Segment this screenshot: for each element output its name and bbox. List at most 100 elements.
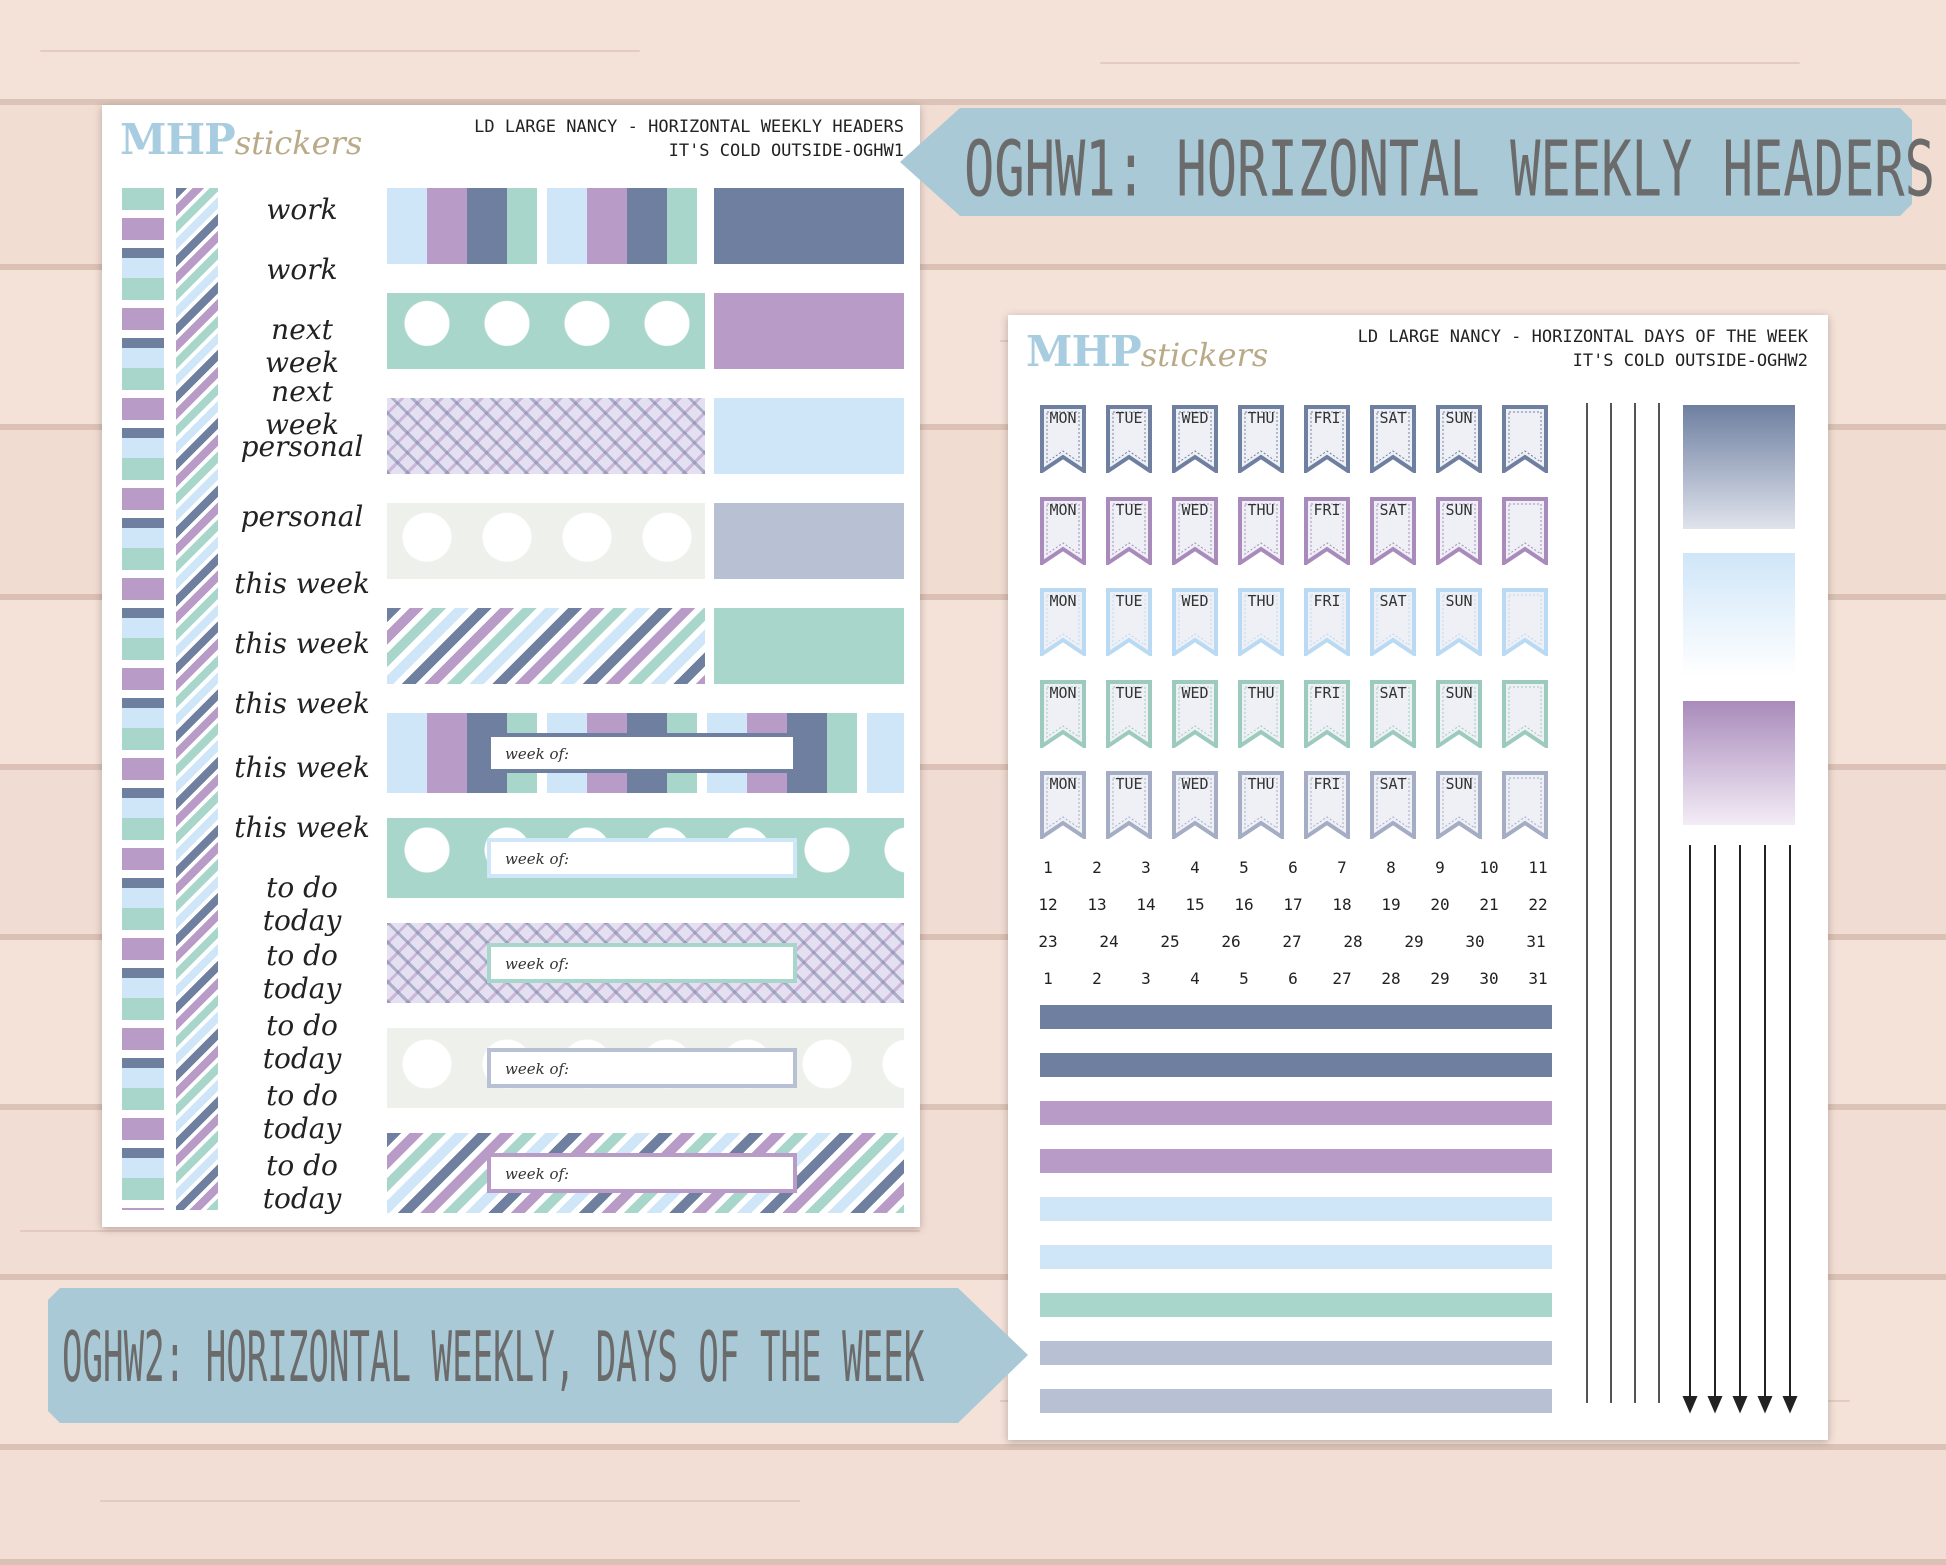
day-flag-sat: SAT [1370, 771, 1416, 839]
date-number: 3 [1141, 858, 1151, 877]
date-number: 30 [1465, 932, 1485, 951]
day-flag-wed: WED [1172, 405, 1218, 473]
week-of-label: week of: [487, 733, 797, 773]
date-number: 1 [1043, 969, 1053, 988]
day-flag-tue: TUE [1106, 680, 1152, 748]
color-stripe [1040, 1341, 1552, 1365]
day-flag-mon: MON [1040, 497, 1086, 565]
script-label: personal [240, 500, 364, 533]
script-label: work [266, 193, 338, 226]
mitten-washi-strip [122, 188, 164, 1210]
day-flag-thu: THU [1238, 405, 1284, 473]
date-number: 21 [1479, 895, 1499, 914]
script-label: work [266, 253, 338, 286]
week-of-header-sketch: week of: [387, 1028, 904, 1108]
tag-label: OGHW1: HORIZONTAL WEEKLY HEADERS [964, 124, 1935, 215]
script-label: to do today [262, 1009, 342, 1075]
date-number: 19 [1381, 895, 1401, 914]
week-of-header-plaid: week of: [387, 923, 904, 1003]
gradient-block-blue [1683, 553, 1795, 677]
mhp-logo: MHPstickers [120, 115, 363, 164]
week-of-header-bears: week of: [387, 818, 904, 898]
date-number: 10 [1479, 858, 1499, 877]
date-number: 15 [1185, 895, 1205, 914]
day-flag-sun: SUN [1436, 405, 1482, 473]
day-flag-blank [1502, 497, 1548, 565]
day-flag-sun: SUN [1436, 680, 1482, 748]
date-number: 9 [1435, 858, 1445, 877]
date-number: 1 [1043, 858, 1053, 877]
date-number: 6 [1288, 969, 1298, 988]
day-flag-fri: FRI [1304, 588, 1350, 656]
date-number: 28 [1343, 932, 1363, 951]
date-number: 20 [1430, 895, 1450, 914]
day-flag-fri: FRI [1304, 680, 1350, 748]
date-number: 6 [1288, 858, 1298, 877]
color-stripe [1040, 1245, 1552, 1269]
date-number: 7 [1337, 858, 1347, 877]
day-flag-sat: SAT [1370, 588, 1416, 656]
date-number: 11 [1528, 858, 1548, 877]
day-flag-tue: TUE [1106, 405, 1152, 473]
mitten-pattern-header [387, 188, 705, 264]
script-label: this week [234, 627, 370, 660]
day-flag-thu: THU [1238, 588, 1284, 656]
date-number: 30 [1479, 969, 1499, 988]
day-flag-sat: SAT [1370, 405, 1416, 473]
day-flag-wed: WED [1172, 771, 1218, 839]
solid-block [714, 188, 904, 264]
color-stripe [1040, 1389, 1552, 1413]
gradient-block-purple [1683, 701, 1795, 825]
date-number: 25 [1160, 932, 1180, 951]
date-number: 31 [1528, 969, 1548, 988]
date-number: 4 [1190, 969, 1200, 988]
script-label: this week [234, 687, 370, 720]
color-stripe [1040, 1293, 1552, 1317]
day-flag-fri: FRI [1304, 405, 1350, 473]
plaid-pattern-header [387, 398, 705, 474]
day-flag-blank [1502, 588, 1548, 656]
color-stripe [1040, 1053, 1552, 1077]
solid-block [714, 293, 904, 369]
script-label: personal [240, 430, 364, 463]
day-flag-blank [1502, 771, 1548, 839]
day-flag-fri: FRI [1304, 497, 1350, 565]
gradient-block-slate [1683, 405, 1795, 529]
script-label: to do today [262, 1149, 342, 1215]
day-flag-thu: THU [1238, 680, 1284, 748]
script-label: to do today [262, 939, 342, 1005]
sticker-sheet-oghw2: MHPstickers LD LARGE NANCY - HORIZONTAL … [1008, 315, 1828, 1440]
day-flag-sat: SAT [1370, 497, 1416, 565]
color-stripe [1040, 1197, 1552, 1221]
date-number: 31 [1526, 932, 1546, 951]
week-of-header-stripes: week of: [387, 1133, 904, 1213]
date-number: 26 [1221, 932, 1241, 951]
date-number: 17 [1283, 895, 1303, 914]
day-flag-wed: WED [1172, 588, 1218, 656]
date-number: 8 [1386, 858, 1396, 877]
day-flag-sun: SUN [1436, 588, 1482, 656]
date-number: 29 [1430, 969, 1450, 988]
date-number: 4 [1190, 858, 1200, 877]
week-of-label: week of: [487, 838, 797, 878]
date-number: 3 [1141, 969, 1151, 988]
day-flag-tue: TUE [1106, 497, 1152, 565]
day-flag-sun: SUN [1436, 771, 1482, 839]
date-number: 12 [1038, 895, 1058, 914]
date-number: 2 [1092, 858, 1102, 877]
date-number: 27 [1332, 969, 1352, 988]
date-number: 24 [1099, 932, 1119, 951]
day-flag-mon: MON [1040, 588, 1086, 656]
script-label: to do today [262, 871, 342, 937]
bear-sketch-pattern-header [387, 503, 705, 579]
script-label: this week [234, 751, 370, 784]
script-label: next week [264, 375, 340, 441]
day-flag-mon: MON [1040, 680, 1086, 748]
day-flag-mon: MON [1040, 771, 1086, 839]
sheet-title: LD LARGE NANCY - HORIZONTAL DAYS OF THE … [1357, 327, 1808, 371]
tag-oghw2: OGHW2: HORIZONTAL WEEKLY, DAYS OF THE WE… [48, 1288, 1028, 1423]
day-flag-sun: SUN [1436, 497, 1482, 565]
color-stripe [1040, 1149, 1552, 1173]
day-flag-mon: MON [1040, 405, 1086, 473]
color-stripe [1040, 1005, 1552, 1029]
